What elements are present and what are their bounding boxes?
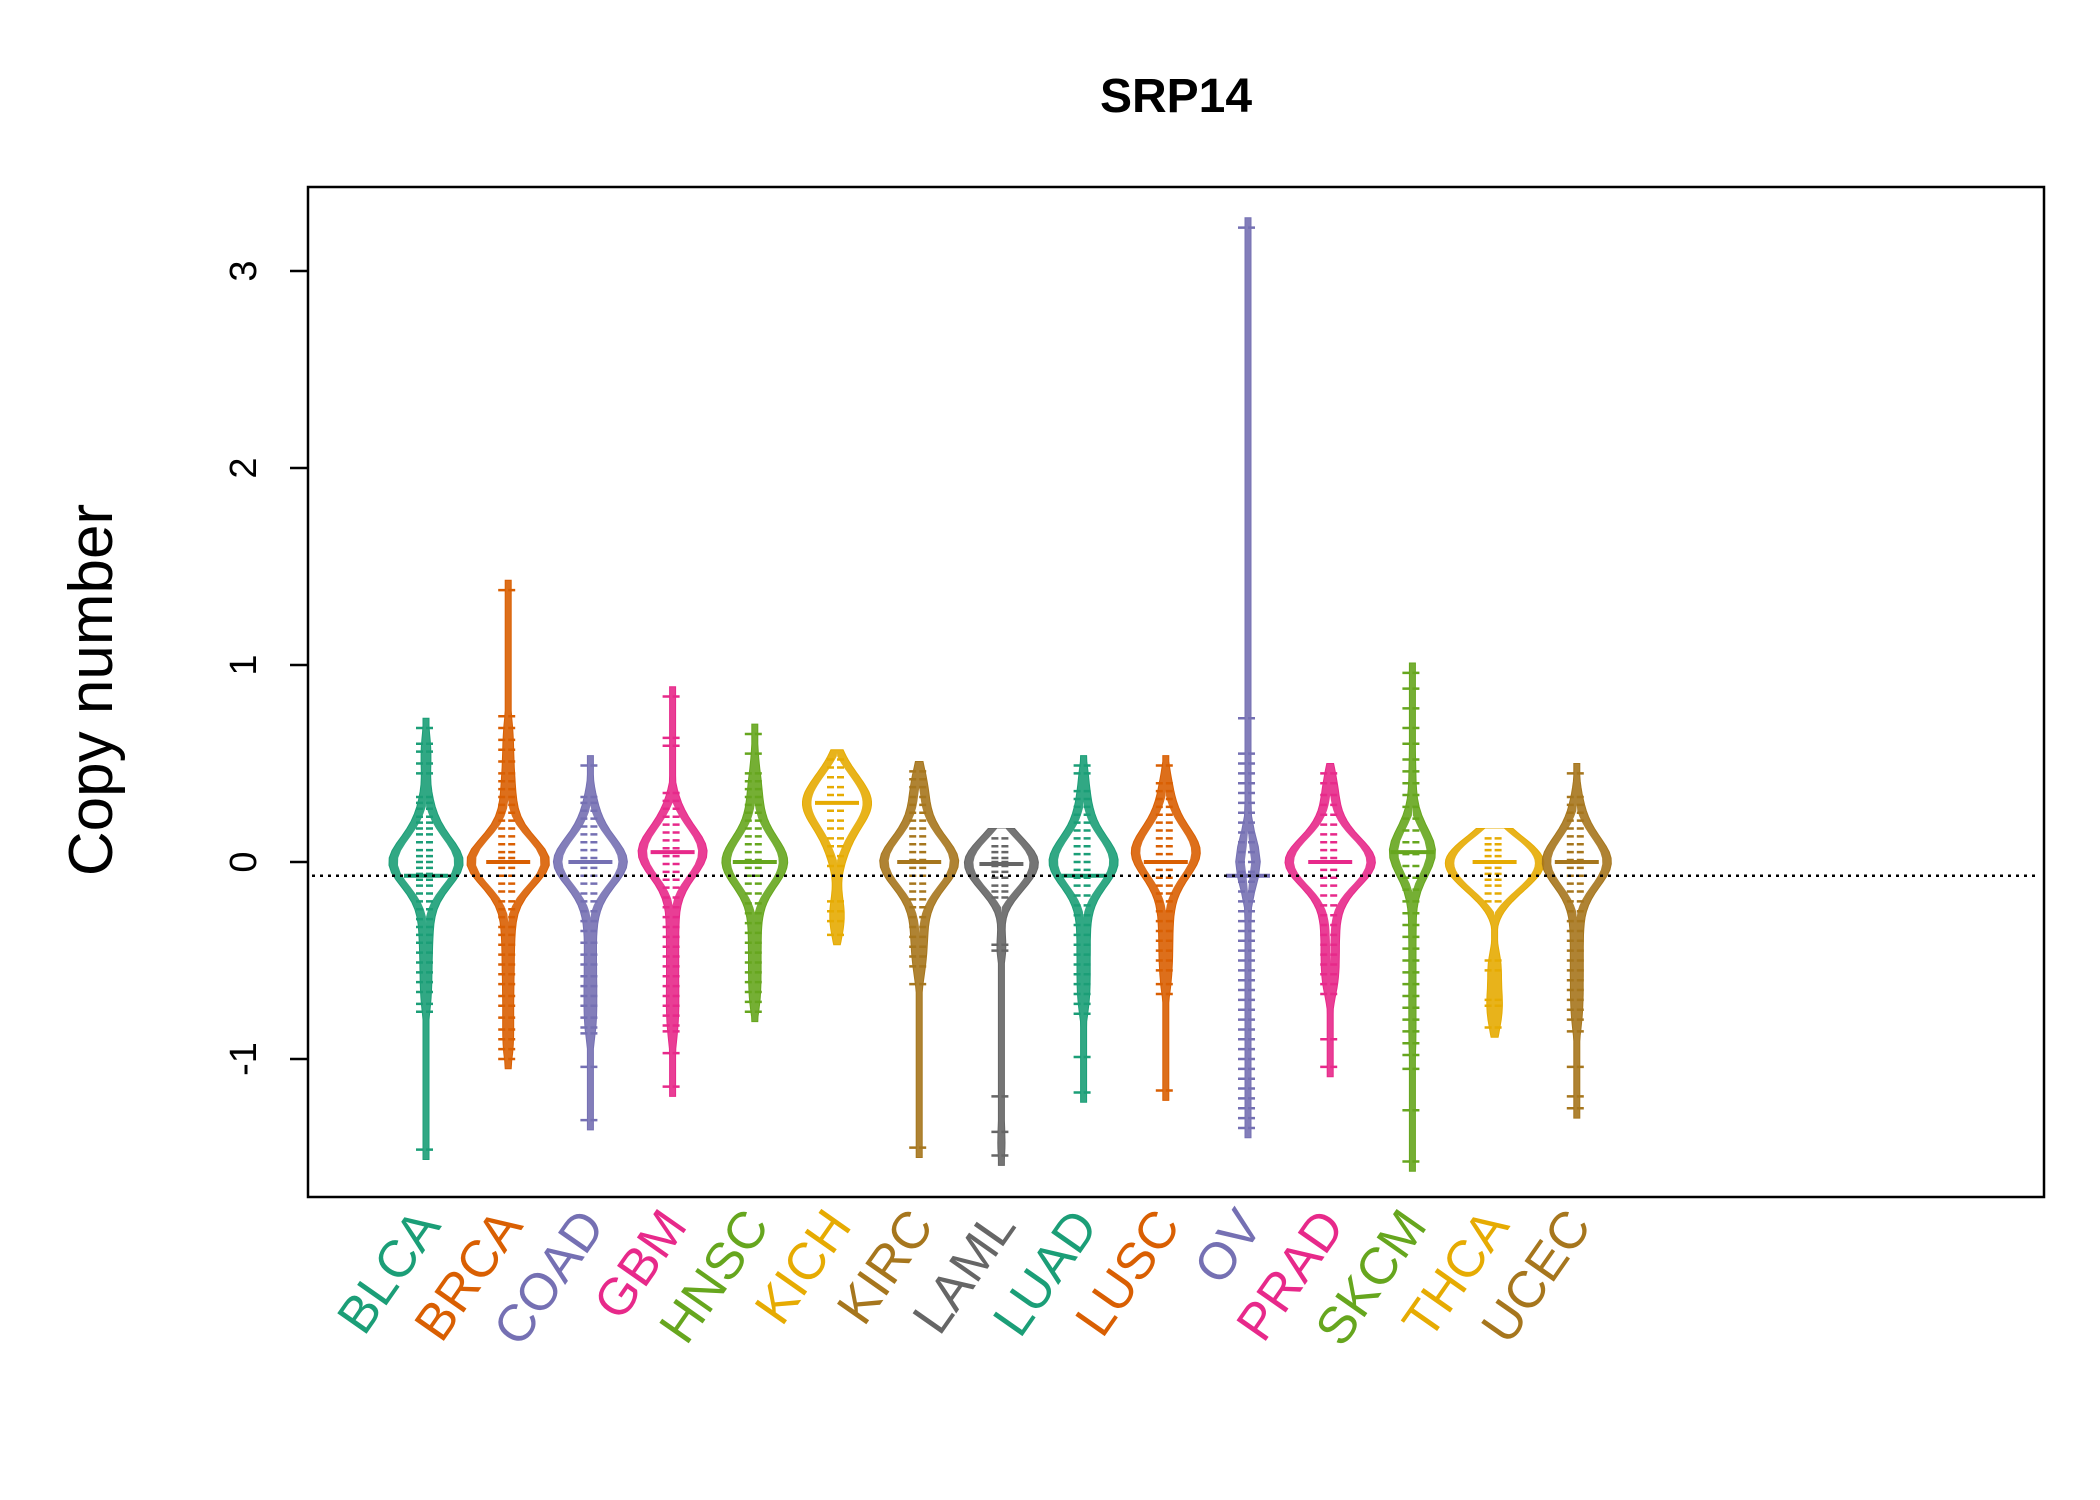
- bean-ucec: [1541, 763, 1612, 1119]
- y-axis-label: Copy number: [57, 504, 126, 876]
- bean-density-blca: [388, 717, 464, 1160]
- bean-coad: [552, 755, 628, 1131]
- bean-core-coad: [562, 755, 619, 1130]
- bean-kirc: [879, 761, 960, 1158]
- chart-title: SRP14: [1100, 70, 1252, 123]
- bean-lusc: [1130, 755, 1201, 1101]
- plot-frame: [306, 185, 2046, 1199]
- bean-core-brca: [476, 580, 541, 1069]
- bean-core-thca: [1454, 828, 1535, 1038]
- bean-density-laml: [963, 828, 1039, 1166]
- bean-core-laml: [973, 828, 1030, 1166]
- y-tick-label: 0: [223, 851, 265, 872]
- bean-core-gbm: [647, 686, 699, 1097]
- bean-blca: [388, 717, 464, 1160]
- y-tick-label: 1: [223, 654, 265, 675]
- bean-thca: [1444, 828, 1545, 1038]
- bean-core-hnsc: [730, 724, 779, 1022]
- bean-laml: [963, 828, 1039, 1166]
- y-tick-label: 3: [223, 260, 265, 281]
- bean-brca: [466, 579, 550, 1070]
- bean-gbm: [637, 686, 708, 1097]
- bean-core-blca: [398, 718, 454, 1160]
- bean-hnsc: [721, 723, 789, 1023]
- bean-skcm: [1388, 662, 1436, 1172]
- bean-core-ucec: [1551, 763, 1603, 1119]
- y-tick-label: 2: [223, 457, 265, 478]
- bean-core-luad: [1058, 755, 1110, 1103]
- bean-core-prad: [1294, 763, 1367, 1077]
- bean-luad: [1048, 755, 1119, 1103]
- y-tick-label: -1: [223, 1042, 265, 1076]
- bean-kich: [802, 749, 872, 946]
- y-axis: -1 0 1 2 3: [223, 260, 308, 1076]
- bean-prad: [1284, 763, 1376, 1078]
- bean-core-lusc: [1140, 755, 1192, 1101]
- bean-ov: [1226, 217, 1270, 1139]
- beans-layer: [388, 217, 1612, 1172]
